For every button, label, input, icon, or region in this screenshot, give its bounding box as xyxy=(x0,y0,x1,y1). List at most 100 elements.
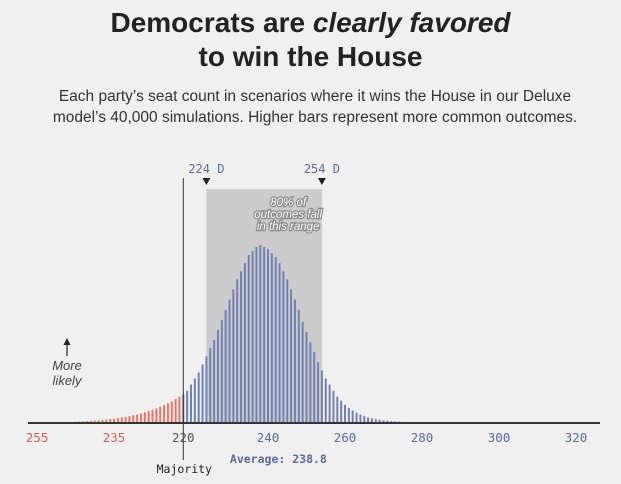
x-tick-label-235: 235 xyxy=(103,430,126,445)
dem-bar-246 xyxy=(290,289,293,423)
dem-bar-222 xyxy=(197,372,200,423)
dem-bar-260 xyxy=(344,404,346,423)
rep-bar-202 xyxy=(120,417,123,423)
rep-bar-200 xyxy=(113,418,115,423)
rep-bar-199 xyxy=(109,419,112,423)
dem-bar-239 xyxy=(263,247,266,423)
dem-bar-231 xyxy=(232,289,235,423)
dem-bar-251 xyxy=(309,342,312,423)
dem-bar-270 xyxy=(382,420,385,423)
range-low-marker xyxy=(202,178,211,185)
dem-bar-265 xyxy=(363,416,366,423)
dem-bar-269 xyxy=(378,419,381,423)
dem-bar-248 xyxy=(297,309,300,423)
rep-bar-212 xyxy=(159,406,162,423)
more-likely-note-line-1: More xyxy=(52,358,82,373)
dem-bar-244 xyxy=(282,271,285,423)
rep-bar-205 xyxy=(132,415,135,423)
rep-bar-203 xyxy=(124,416,127,423)
dem-bar-266 xyxy=(367,417,370,423)
dem-bar-243 xyxy=(278,263,281,423)
rep-bar-217 xyxy=(178,396,181,423)
dem-bar-241 xyxy=(270,253,273,423)
x-tick-label-320: 320 xyxy=(565,430,588,445)
range-high-marker xyxy=(317,178,326,185)
dem-bar-219 xyxy=(186,390,189,423)
dem-bar-250 xyxy=(305,331,308,423)
dem-bar-237 xyxy=(255,247,258,423)
title-emphasis: clearly favored xyxy=(312,7,511,38)
x-tick-label-300: 300 xyxy=(488,430,511,445)
dem-bar-233 xyxy=(240,271,243,423)
range-note-line-2: outcomes fall xyxy=(254,209,322,221)
dem-bar-235 xyxy=(247,255,250,423)
rep-bar-194 xyxy=(89,420,92,423)
dem-bar-253 xyxy=(317,362,320,423)
dem-bar-263 xyxy=(355,412,358,423)
more-likely-note-line-2: likely xyxy=(53,373,83,388)
dem-bar-267 xyxy=(370,418,373,423)
x-tick-label-260: 260 xyxy=(334,430,357,445)
range-high-label: 254 D xyxy=(304,162,340,176)
range-note-line-3: in this range xyxy=(257,221,320,233)
dem-bar-224 xyxy=(205,356,208,423)
x-tick-label-280: 280 xyxy=(411,430,434,445)
subtitle-line-1: Each party’s seat count in scenarios whe… xyxy=(58,88,572,105)
dem-bar-232 xyxy=(236,279,239,423)
rep-bar-209 xyxy=(147,411,150,423)
dem-bar-226 xyxy=(213,340,216,423)
dem-bar-255 xyxy=(324,378,327,423)
dem-bar-262 xyxy=(351,410,354,423)
dem-bar-259 xyxy=(340,400,343,423)
dem-bar-271 xyxy=(386,420,389,423)
dem-bar-236 xyxy=(251,251,254,423)
dem-bar-256 xyxy=(328,384,331,423)
dem-bar-230 xyxy=(228,299,231,423)
rep-bar-201 xyxy=(116,418,119,423)
x-tick-label-240: 240 xyxy=(257,430,280,445)
rep-bar-216 xyxy=(174,399,177,423)
rep-bar-195 xyxy=(93,420,96,423)
dem-bar-220 xyxy=(190,384,192,423)
dem-bar-223 xyxy=(201,364,204,423)
dem-bar-252 xyxy=(313,352,316,423)
majority-label: Majority xyxy=(157,462,212,476)
rep-bar-214 xyxy=(166,403,169,423)
dem-bar-227 xyxy=(216,329,219,423)
rep-bar-213 xyxy=(163,405,166,423)
dem-bar-264 xyxy=(359,414,362,423)
rep-bar-207 xyxy=(139,413,142,423)
rep-bar-198 xyxy=(105,419,108,423)
x-tick-label-255: 255 xyxy=(26,430,49,445)
dem-bar-258 xyxy=(336,396,339,423)
dem-bar-257 xyxy=(332,390,335,423)
dem-bar-242 xyxy=(274,257,277,423)
chart-title-line-2: to win the House xyxy=(198,41,423,72)
more-likely-arrow-head xyxy=(63,338,71,345)
dem-bar-221 xyxy=(193,378,196,423)
dem-bar-240 xyxy=(267,249,269,423)
rep-bar-215 xyxy=(170,401,173,423)
dem-bar-261 xyxy=(347,407,350,423)
dem-bar-245 xyxy=(286,279,289,423)
dem-bar-234 xyxy=(243,263,246,423)
dem-bar-249 xyxy=(301,321,304,423)
dem-bar-228 xyxy=(220,319,223,423)
range-low-label: 224 D xyxy=(188,162,224,176)
dem-bar-247 xyxy=(293,299,296,423)
dem-bar-268 xyxy=(374,419,377,423)
rep-bar-197 xyxy=(101,419,104,423)
x-tick-label-220: 220 xyxy=(172,430,195,445)
rep-bar-206 xyxy=(136,414,139,423)
rep-bar-204 xyxy=(128,416,131,423)
dem-bar-238 xyxy=(259,245,262,423)
subtitle-line-2: model’s 40,000 simulations. Higher bars … xyxy=(52,109,578,126)
dem-bar-225 xyxy=(209,348,212,423)
dem-bar-229 xyxy=(224,309,227,423)
rep-bar-208 xyxy=(143,412,146,423)
dem-bar-254 xyxy=(320,370,323,423)
rep-bar-196 xyxy=(97,420,100,423)
rep-bar-210 xyxy=(151,409,154,423)
chart-subtitle: Each party’s seat count in scenarios whe… xyxy=(20,86,610,128)
